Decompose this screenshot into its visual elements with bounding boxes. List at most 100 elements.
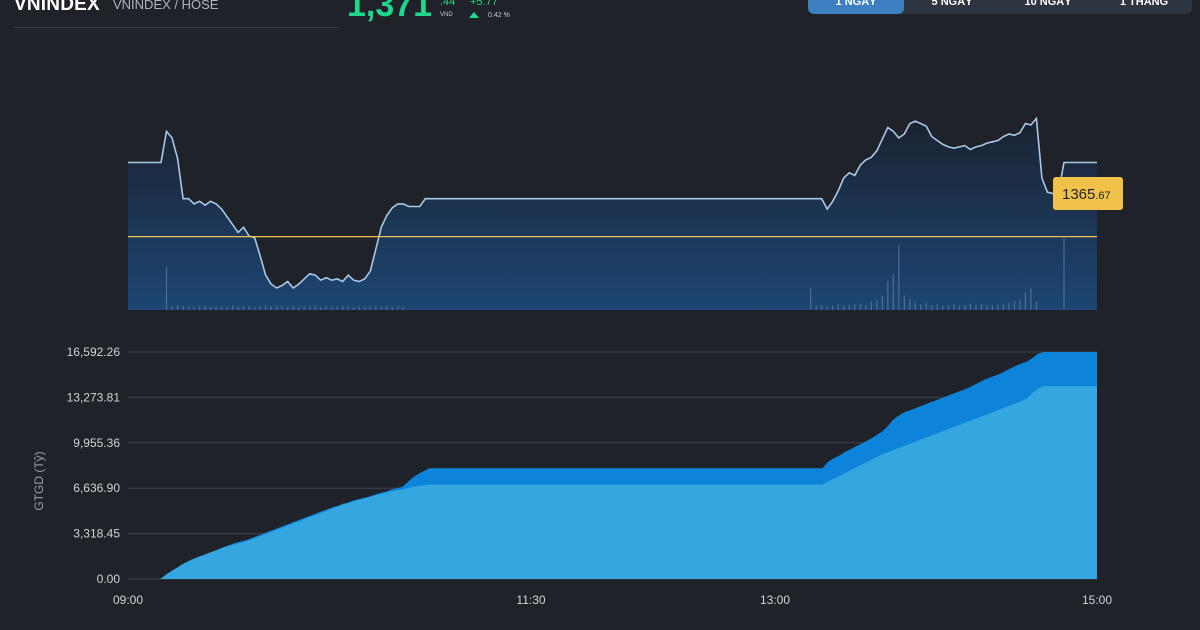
volume-bar	[342, 305, 344, 310]
volume-bar	[953, 304, 955, 310]
volume-bar	[204, 305, 206, 310]
volume-bar	[887, 281, 889, 310]
x-tick-label: 15:00	[1082, 593, 1112, 607]
price-area	[128, 118, 1097, 310]
volume-bar	[331, 307, 333, 310]
volume-bars	[165, 238, 1065, 310]
price-chart: 1365.67	[128, 116, 1123, 310]
reference-label-box	[1053, 177, 1123, 210]
volume-bar	[870, 301, 872, 310]
period-tabs: 1 NGÀY 5 NGÀY 10 NGÀY 1 THÁNG	[808, 0, 1192, 14]
tab-1-month[interactable]: 1 THÁNG	[1119, 0, 1169, 8]
y-tick-label: 13,273.81	[67, 390, 121, 404]
volume-bar	[991, 305, 993, 310]
volume-bar	[309, 306, 311, 310]
x-tick-label: 13:00	[760, 593, 790, 607]
volume-bar	[1024, 292, 1026, 310]
volume-bar	[920, 304, 922, 310]
volume-bar	[1008, 302, 1010, 310]
volume-bar	[397, 306, 399, 310]
volume-bar	[248, 305, 250, 310]
volume-bar	[832, 305, 834, 310]
tab-5-days[interactable]: 5 NGÀY	[931, 0, 973, 8]
volume-bar	[353, 307, 355, 310]
volume-bar	[892, 274, 894, 310]
reference-label-text: 1365.67	[1062, 186, 1111, 203]
header: VNINDEX VNINDEX / HOSE 1,371 .44 VND +5.…	[0, 0, 1200, 30]
volume-bar	[226, 307, 228, 310]
volume-bar	[931, 305, 933, 310]
volume-bar	[859, 303, 861, 310]
volume-bar	[936, 304, 938, 310]
volume-bar	[914, 302, 916, 310]
price-value: 1,371	[347, 0, 433, 24]
change-percent: 0.42 %	[488, 12, 510, 19]
volume-bar	[165, 266, 168, 310]
y-tick-label: 3,318.45	[73, 527, 120, 541]
volume-bar	[1063, 238, 1065, 310]
y-axis-label: GTGD (Tỷ)	[32, 451, 46, 510]
price-decimal: .44	[440, 0, 456, 8]
price-line	[128, 116, 1097, 290]
volume-bar	[320, 307, 322, 310]
volume-bar	[325, 306, 327, 310]
value-chart: 16,592.26 13,273.81 9,955.36 6,636.90 3,318.…	[32, 345, 1112, 607]
volume-bar	[215, 306, 217, 310]
volume-bar	[358, 306, 360, 310]
change-value: +5.77	[470, 0, 498, 8]
volume-bar	[826, 306, 828, 310]
volume-bar	[837, 304, 839, 310]
volume-bar	[303, 306, 305, 310]
volume-bar	[964, 305, 966, 310]
reference-price-label: 1365.67	[1053, 177, 1123, 210]
volume-bar	[210, 307, 212, 310]
volume-bar	[843, 305, 845, 310]
volume-bar	[1035, 301, 1037, 310]
x-tick-label: 09:00	[113, 593, 143, 607]
volume-bar	[281, 306, 283, 310]
volume-bar	[314, 305, 316, 310]
volume-bar	[854, 304, 856, 310]
x-axis-ticks: 09:00 11:30 13:00 15:00	[113, 593, 1112, 607]
volume-bar	[958, 305, 960, 310]
symbol-exchange: VNINDEX / HOSE	[113, 0, 219, 12]
volume-bar	[265, 305, 267, 310]
volume-bar	[925, 303, 927, 310]
volume-bar	[942, 305, 944, 310]
volume-bar	[193, 307, 195, 310]
volume-bar	[336, 306, 338, 310]
arrow-up-icon	[469, 12, 479, 18]
volume-bar	[237, 306, 239, 310]
volume-bar	[369, 306, 371, 310]
volume-bar	[909, 299, 911, 310]
y-tick-label: 9,955.36	[73, 436, 120, 450]
y-tick-label: 0.00	[97, 572, 121, 586]
volume-bar	[947, 305, 949, 310]
tab-1-day[interactable]: 1 NGÀY	[808, 0, 904, 14]
volume-bar	[364, 307, 366, 310]
volume-bar	[986, 305, 988, 310]
volume-bar	[1030, 288, 1032, 310]
tab-10-days[interactable]: 10 NGÀY	[1024, 0, 1072, 8]
price-unit: VND	[440, 12, 453, 18]
symbol-name: VNINDEX	[14, 0, 100, 15]
volume-bar	[881, 295, 883, 310]
volume-bar	[292, 306, 294, 310]
volume-bar	[171, 306, 173, 310]
volume-bar	[177, 305, 179, 310]
volume-bar	[380, 306, 382, 310]
volume-bar	[243, 306, 245, 310]
volume-bar	[997, 304, 999, 310]
volume-bar	[903, 295, 905, 310]
volume-bar	[1002, 303, 1004, 310]
symbol-box: VNINDEX VNINDEX / HOSE	[14, 0, 339, 28]
volume-bar	[270, 306, 272, 310]
volume-bar	[254, 307, 256, 310]
volume-bar	[810, 288, 812, 310]
area-component	[128, 386, 1097, 579]
volume-bar	[865, 305, 867, 310]
volume-bar	[1013, 301, 1015, 310]
volume-bar	[1019, 299, 1021, 310]
volume-bar	[386, 306, 388, 310]
